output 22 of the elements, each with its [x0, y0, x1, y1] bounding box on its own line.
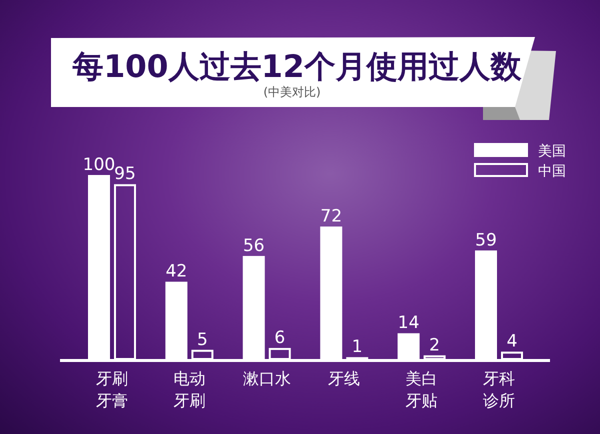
x-tick-label: 牙线 [327, 368, 362, 390]
x-tick-label: 电动牙刷 [172, 368, 206, 412]
data-label: 14 [398, 313, 420, 334]
data-label: 42 [166, 262, 188, 282]
data-label: 2 [429, 335, 440, 356]
x-tick-label: 美白牙贴 [405, 368, 438, 412]
legend-label: 美国 [538, 144, 566, 160]
data-label: 95 [114, 164, 136, 184]
x-tick-label: 漱口水 [242, 368, 292, 390]
data-label: 4 [506, 332, 518, 352]
x-tick-label: 牙刷牙膏 [96, 368, 128, 412]
chart-title: 每100人过去12个月使用过人数 [72, 49, 522, 85]
chart-subtitle: (中美对比) [263, 85, 321, 99]
data-label: 72 [320, 206, 342, 227]
legend-label: 中国 [538, 164, 566, 180]
data-label: 5 [196, 330, 208, 350]
x-tick-label: 牙科诊所 [482, 368, 516, 412]
data-label: 100 [82, 155, 116, 175]
data-label: 59 [475, 230, 497, 250]
data-label: 1 [352, 337, 363, 358]
data-label: 56 [242, 236, 265, 256]
data-label: 6 [274, 328, 286, 348]
